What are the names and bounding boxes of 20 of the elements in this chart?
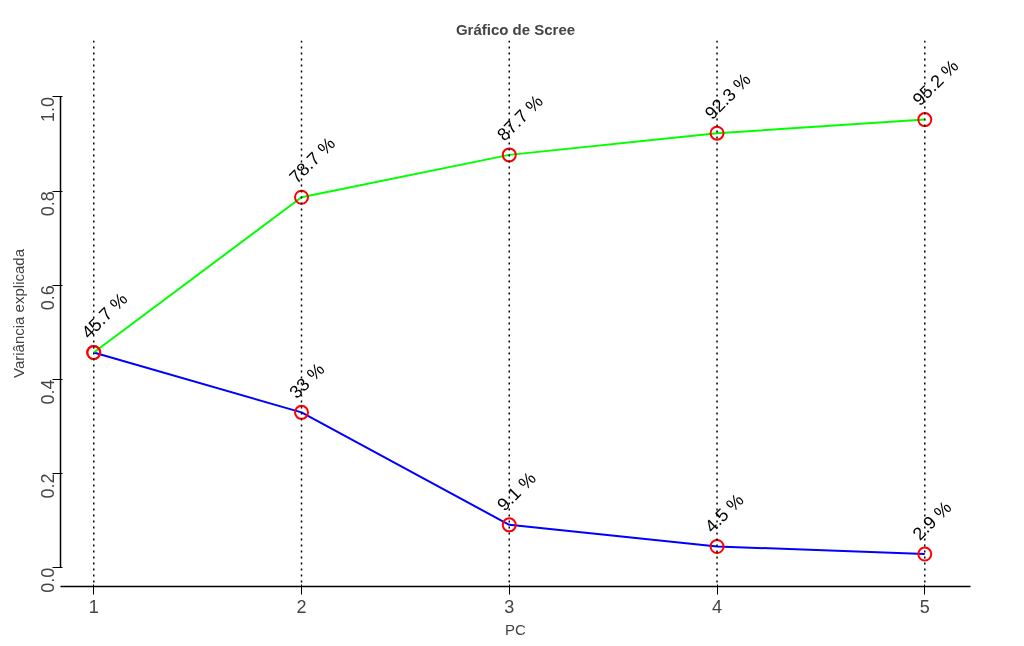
x-tick-label: 3	[504, 596, 515, 617]
x-axis-title: PC	[505, 620, 527, 638]
y-tick-label: 0.2	[38, 473, 58, 499]
data-label: 9.1 %	[493, 468, 540, 515]
y-tick-label: 0.4	[38, 379, 58, 405]
data-label: 92.3 %	[700, 69, 755, 124]
x-tick-label: 1	[88, 596, 99, 617]
data-label: 95.2 %	[908, 55, 963, 110]
y-tick-label: 0.6	[38, 285, 58, 311]
data-label: 4.5 %	[700, 489, 748, 537]
chart-title: Gráfico de Scree	[455, 21, 576, 38]
x-tick-label: 5	[919, 596, 930, 617]
x-tick-label: 4	[712, 596, 723, 617]
data-label: 2.9 %	[908, 497, 956, 545]
x-tick-label: 2	[296, 596, 307, 617]
y-tick-label: 1.0	[38, 96, 58, 123]
data-label: 33 %	[285, 359, 329, 403]
y-axis-title: Variância explicada	[9, 248, 27, 378]
y-tick-label: 0.8	[38, 191, 58, 217]
y-tick-label: 0.0	[38, 567, 58, 593]
